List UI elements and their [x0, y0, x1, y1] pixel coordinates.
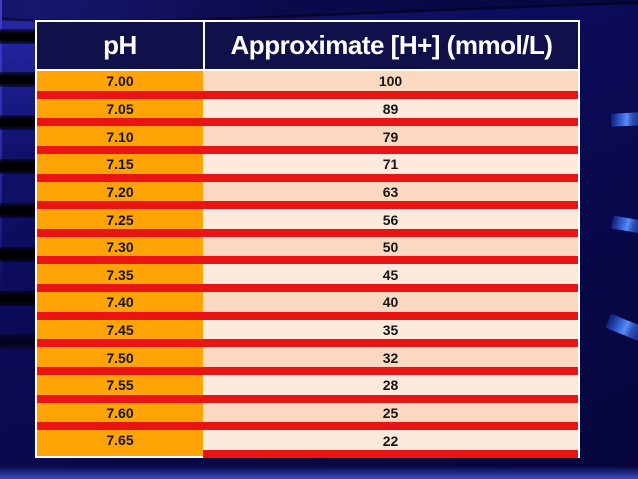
- table-body: 7.00 100 7.05 89 7.10 79 7.15 71 7.20: [37, 71, 578, 458]
- blue-ribbon-decoration: [611, 215, 638, 234]
- row-separator: [37, 201, 578, 210]
- table-row: 7.50 32: [37, 347, 578, 376]
- row-separator: [37, 339, 578, 348]
- row-separator: [37, 367, 578, 376]
- table-row: 7.45 35: [37, 319, 578, 348]
- left-stripe-decoration: [0, 334, 37, 349]
- table-header-row: pH Approximate [H+] (mmol/L): [37, 22, 578, 71]
- row-separator: [37, 394, 578, 403]
- row-separator: [37, 422, 578, 431]
- table-row: 7.40 40: [37, 292, 578, 320]
- table-row: 7.00 100: [37, 71, 578, 99]
- row-separator: [37, 228, 578, 237]
- bottom-glow-decoration: [0, 466, 638, 479]
- left-stripe-decoration: [0, 247, 37, 262]
- left-stripe-decoration: [0, 72, 37, 87]
- left-stripe-decoration: [0, 159, 37, 174]
- left-stripe-decoration: [0, 29, 37, 44]
- table-row: 7.10 79: [37, 126, 578, 154]
- row-separator: [37, 173, 578, 182]
- table-row: 7.60 25: [37, 402, 578, 431]
- table-row: 7.20 63: [37, 181, 578, 210]
- ph-hydrogen-concentration-table: pH Approximate [H+] (mmol/L) 7.00 100 7.…: [35, 20, 580, 458]
- table-row: 7.05 89: [37, 98, 578, 127]
- table-row: 7.55 28: [37, 375, 578, 403]
- left-stripe-decoration: [0, 291, 37, 306]
- table-row: 7.35 45: [37, 264, 578, 293]
- row-separator: [37, 118, 578, 127]
- row-separator: [37, 284, 578, 293]
- blue-ribbon-decoration: [605, 313, 638, 342]
- row-separator: [37, 145, 578, 154]
- column-header-ph: pH: [103, 30, 137, 60]
- column-header-h-concentration: Approximate [H+] (mmol/L): [203, 22, 578, 69]
- row-separator: [37, 90, 578, 99]
- ph-cell: 7.65: [37, 430, 203, 458]
- left-stripe-decoration: [0, 115, 37, 130]
- table-row: 7.15 71: [37, 153, 578, 182]
- table-row: 7.25 56: [37, 209, 578, 237]
- row-separator: [37, 256, 578, 265]
- left-edge-highlight: [0, 0, 2, 300]
- row-separator: [37, 311, 578, 320]
- left-stripe-decoration: [0, 203, 37, 218]
- table-row: 7.65 22: [37, 430, 578, 458]
- table-row: 7.30 50: [37, 236, 578, 265]
- row-separator: [203, 449, 578, 458]
- blue-ribbon-decoration: [610, 112, 638, 127]
